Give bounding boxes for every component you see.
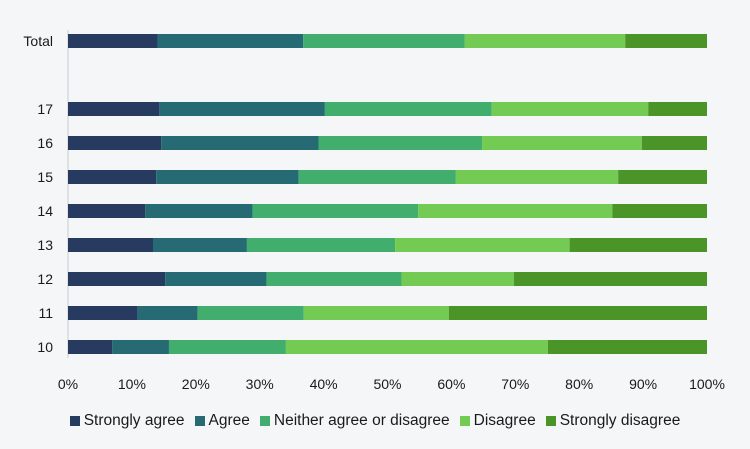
- bar-segment: [464, 34, 626, 48]
- bar-segment: [68, 136, 162, 150]
- y-tick-label: 15: [37, 169, 53, 185]
- bar-segment: [246, 238, 396, 252]
- bar-segment: [324, 102, 492, 116]
- legend-label: Strongly disagree: [559, 412, 681, 429]
- bar-segment: [612, 204, 707, 218]
- bar-segment: [68, 238, 153, 252]
- legend-item: Disagree: [459, 412, 536, 430]
- bar-segment: [252, 204, 419, 218]
- bar-segment: [491, 102, 649, 116]
- bar-segment: [156, 170, 299, 184]
- bar-segment: [68, 102, 160, 116]
- bar-segment: [418, 204, 613, 218]
- x-tick-label: 50%: [373, 376, 401, 392]
- x-tick-label: 0%: [58, 376, 78, 392]
- bar-segment: [285, 340, 548, 354]
- bar-segment: [152, 238, 247, 252]
- bar-segment: [395, 238, 570, 252]
- bar-segment: [448, 306, 707, 320]
- x-tick-label: 70%: [501, 376, 529, 392]
- bar-segment: [648, 102, 707, 116]
- legend: Strongly agree Agree Neither agree or disa…: [0, 412, 750, 430]
- x-tick-label: 30%: [246, 376, 274, 392]
- bar-segment: [137, 306, 198, 320]
- legend-item: Strongly disagree: [545, 412, 681, 430]
- x-tick-label: 100%: [689, 376, 725, 392]
- bar-segment: [318, 136, 483, 150]
- bar-segment: [547, 340, 707, 354]
- bar-segment: [625, 34, 707, 48]
- bar-segment: [145, 204, 253, 218]
- bar-segment: [618, 170, 707, 184]
- legend-item: Neither agree or disagree: [259, 412, 450, 430]
- legend-item: Agree: [194, 412, 250, 430]
- x-tick-label: 80%: [565, 376, 593, 392]
- bar-segment: [112, 340, 169, 354]
- bar-segment: [161, 136, 319, 150]
- x-tick-label: 10%: [118, 376, 146, 392]
- bar-segment: [68, 204, 146, 218]
- legend-swatch: [69, 416, 80, 426]
- bar-segment: [68, 272, 166, 286]
- legend-item: Strongly agree: [69, 412, 185, 430]
- x-tick-label: 60%: [437, 376, 465, 392]
- bar-segment: [159, 102, 325, 116]
- bar-segment: [401, 272, 515, 286]
- y-tick-label: Total: [23, 33, 53, 49]
- legend-label: Neither agree or disagree: [273, 412, 450, 429]
- y-tick-label: 10: [37, 339, 53, 355]
- y-tick-label: 11: [38, 305, 53, 321]
- legend-swatch: [259, 416, 270, 426]
- legend-label: Agree: [208, 412, 250, 429]
- bar-segment: [569, 238, 707, 252]
- legend-label: Strongly agree: [83, 412, 185, 429]
- bar-segment: [197, 306, 304, 320]
- bar-segment: [641, 136, 707, 150]
- y-tick-label: 14: [37, 203, 53, 219]
- legend-swatch: [545, 416, 556, 426]
- legend-swatch: [459, 416, 470, 426]
- bar-segment: [303, 306, 449, 320]
- bar-segment: [514, 272, 707, 286]
- bar-segment: [68, 306, 138, 320]
- bar-segment: [68, 170, 157, 184]
- legend-label: Disagree: [473, 412, 536, 429]
- bar-segment: [455, 170, 619, 184]
- legend-swatch: [194, 416, 205, 426]
- bar-segment: [298, 170, 456, 184]
- bar-segment: [165, 272, 267, 286]
- bar-segment: [168, 340, 286, 354]
- bar-segment: [68, 340, 113, 354]
- x-tick-label: 90%: [629, 376, 657, 392]
- y-tick-label: 17: [37, 101, 53, 117]
- bar-segment: [482, 136, 642, 150]
- x-tick-label: 40%: [310, 376, 338, 392]
- x-tick-label: 20%: [182, 376, 210, 392]
- bar-segment: [68, 34, 158, 48]
- y-tick-label: 12: [37, 271, 53, 287]
- bar-segment: [303, 34, 465, 48]
- y-tick-label: 13: [37, 237, 53, 253]
- y-tick-label: 16: [37, 135, 53, 151]
- bar-segment: [157, 34, 304, 48]
- bar-segment: [266, 272, 402, 286]
